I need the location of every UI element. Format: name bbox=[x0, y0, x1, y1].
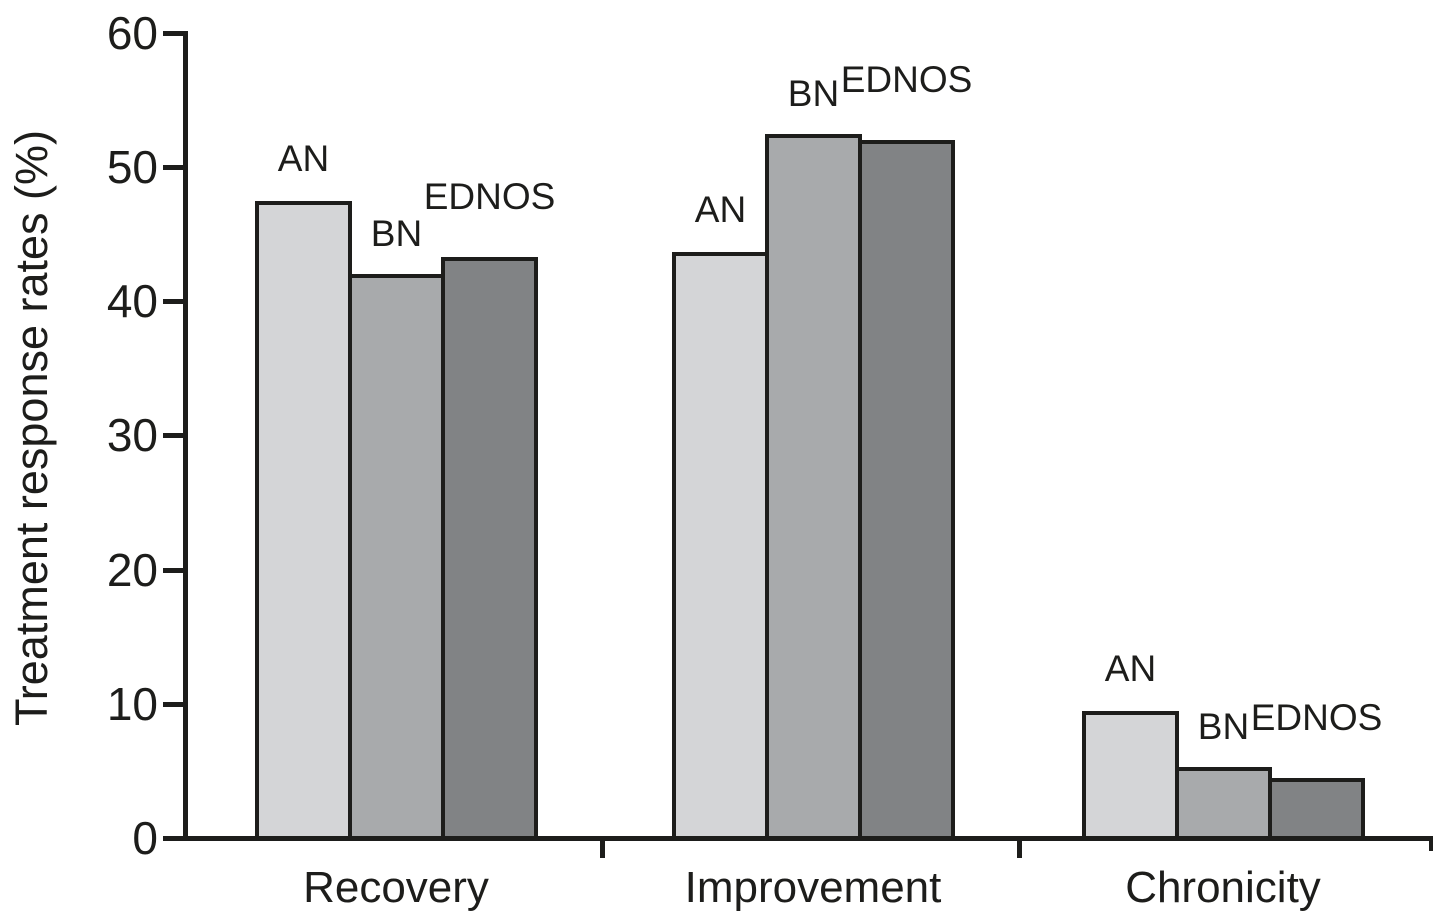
bar-recovery-ednos bbox=[441, 257, 538, 841]
bar-improvement-bn bbox=[765, 134, 862, 841]
category-label-recovery: Recovery bbox=[303, 863, 489, 912]
y-tick-30 bbox=[163, 433, 188, 438]
category-label-improvement: Improvement bbox=[684, 863, 942, 912]
bar-label-chronicity-bn: BN bbox=[1197, 706, 1250, 747]
y-tick-label-30: 30 bbox=[106, 409, 158, 461]
bar-recovery-bn bbox=[348, 274, 445, 841]
bar-chronicity-ednos bbox=[1268, 778, 1365, 841]
y-tick-0 bbox=[163, 836, 188, 841]
bar-label-improvement-bn: BN bbox=[787, 73, 840, 114]
bar-improvement-ednos bbox=[858, 140, 955, 841]
x-tick-1 bbox=[1017, 838, 1022, 858]
y-tick-label-20: 20 bbox=[106, 544, 158, 596]
bar-label-chronicity-an: AN bbox=[1104, 648, 1157, 689]
y-tick-20 bbox=[163, 568, 188, 573]
y-tick-10 bbox=[163, 702, 188, 707]
y-tick-label-40: 40 bbox=[106, 275, 158, 327]
bar-label-chronicity-ednos: EDNOS bbox=[1250, 697, 1383, 738]
bar-improvement-an bbox=[672, 252, 769, 841]
category-label-chronicity: Chronicity bbox=[1125, 863, 1321, 912]
y-tick-label-60: 60 bbox=[106, 7, 158, 59]
y-tick-40 bbox=[163, 299, 188, 304]
bar-recovery-an bbox=[255, 201, 352, 841]
y-tick-60 bbox=[163, 31, 188, 36]
x-tick-0 bbox=[600, 838, 605, 858]
bar-label-recovery-ednos: EDNOS bbox=[423, 176, 556, 217]
y-tick-label-50: 50 bbox=[106, 141, 158, 193]
bar-chronicity-bn bbox=[1175, 767, 1272, 841]
x-tick-2 bbox=[1429, 838, 1433, 851]
bar-label-improvement-an: AN bbox=[694, 189, 747, 230]
y-tick-50 bbox=[163, 165, 188, 170]
bar-label-recovery-bn: BN bbox=[370, 213, 423, 254]
y-tick-label-10: 10 bbox=[106, 678, 158, 730]
bar-label-recovery-an: AN bbox=[277, 138, 330, 179]
bar-label-improvement-ednos: EDNOS bbox=[840, 59, 973, 100]
x-axis-line bbox=[183, 836, 1433, 841]
y-tick-label-0: 0 bbox=[132, 812, 158, 864]
